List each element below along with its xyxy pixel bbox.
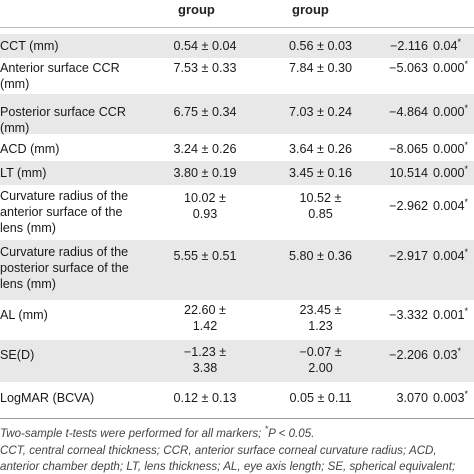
group1-value: 0.54 ± 0.04 (173, 39, 237, 53)
row-label: LT (mm) (0, 166, 47, 180)
p-value: 0.03* (433, 345, 462, 362)
header-divider (0, 27, 474, 28)
table-row: AL (mm) 22.60 ±1.42 23.45 ±1.23 −3.332 0… (0, 300, 474, 340)
group2-value: 23.45 ±1.23 (299, 303, 342, 333)
group2-value: −0.07 ±2.00 (299, 345, 342, 375)
table-row: Curvature radius of the posterior surface… (0, 240, 474, 300)
group2-value: 0.56 ± 0.03 (289, 39, 352, 53)
row-label: SE(D) (0, 348, 35, 362)
p-value: 0.000* (433, 102, 469, 119)
table-row: SE(D) −1.23 ±3.38 −0.07 ±2.00 −2.206 0.0… (0, 340, 474, 382)
t-value: −2.206 (389, 348, 428, 362)
group1-value: 3.80 ± 0.19 (173, 166, 237, 180)
group1-value: 10.02 ±0.93 (184, 191, 226, 221)
group2-value: 5.80 ± 0.36 (289, 249, 352, 263)
group2-value: 10.52 ±0.85 (299, 191, 342, 221)
group2-value: 0.05 ± 0.11 (289, 391, 352, 405)
p-value: 0.000* (433, 58, 469, 75)
row-label: LogMAR (BCVA) (0, 391, 95, 405)
p-value: 0.04* (433, 36, 462, 53)
t-value: 10.514 (389, 166, 428, 180)
group1-value: 3.24 ± 0.26 (173, 142, 237, 156)
table-row: CCT (mm) 0.54 ± 0.04 0.56 ± 0.03 −2.116 … (0, 34, 474, 58)
group1-value: 6.75 ± 0.34 (173, 105, 237, 119)
header-group-1: group (178, 2, 215, 17)
table-row: ACD (mm) 3.24 ± 0.26 3.64 ± 0.26 −8.065 … (0, 137, 474, 161)
table-row: Curvature radius of the anterior surface … (0, 186, 474, 240)
row-label: AL (mm) (0, 308, 48, 322)
footnote-abbreviations: CCT, central corneal thickness; CCR, ant… (0, 444, 437, 457)
p-value: 0.000* (433, 139, 469, 156)
group2-value: 3.45 ± 0.16 (289, 166, 352, 180)
p-value: 0.004* (433, 246, 469, 263)
table-row: LT (mm) 3.80 ± 0.19 3.45 ± 0.16 10.514 0… (0, 161, 474, 185)
table-row: LogMAR (BCVA) 0.12 ± 0.13 0.05 ± 0.11 3.… (0, 384, 474, 412)
group1-value: 7.53 ± 0.33 (173, 61, 237, 75)
p-value: 0.004* (433, 196, 469, 213)
row-label: ACD (mm) (0, 142, 60, 156)
t-value: −2.116 (390, 39, 428, 53)
t-value: −4.864 (389, 105, 428, 119)
t-value: −2.917 (389, 249, 428, 263)
group1-value: 0.12 ± 0.13 (173, 391, 237, 405)
table-row: Posterior surface CCR (mm) 6.75 ± 0.34 7.… (0, 94, 474, 135)
footnote-divider (0, 418, 474, 419)
group1-value: 22.60 ±1.42 (184, 303, 226, 333)
t-value: 3.070 (396, 391, 428, 405)
t-value: −3.332 (389, 308, 428, 322)
row-label: Curvature radius of the anterior surface … (0, 189, 129, 235)
t-value: −2.962 (389, 199, 428, 213)
group2-value: 7.84 ± 0.30 (289, 61, 352, 75)
t-value: −8.065 (389, 142, 428, 156)
table-row: Anterior surface CCR (mm) 7.53 ± 0.33 7.8… (0, 58, 474, 94)
row-label: Posterior surface CCR (mm) (0, 105, 126, 135)
row-label: Curvature radius of the posterior surface… (0, 245, 129, 291)
group1-value: −1.23 ±3.38 (183, 345, 227, 375)
footnote-tests: Two-sample t-tests were performed for al… (0, 424, 315, 440)
group1-value: 5.55 ± 0.51 (173, 249, 237, 263)
group2-value: 3.64 ± 0.26 (289, 142, 352, 156)
p-value: 0.001* (433, 305, 469, 322)
group2-value: 7.03 ± 0.24 (289, 105, 352, 119)
p-value: 0.003* (433, 388, 469, 405)
footnote-abbreviations-cont: anterior chamber depth; LT, lens thickne… (0, 460, 456, 473)
p-value: 0.000* (433, 163, 469, 180)
t-value: −5.063 (389, 61, 428, 75)
row-label: CCT (mm) (0, 39, 59, 53)
header-group-2: group (292, 2, 329, 17)
row-label: Anterior surface CCR (mm) (0, 61, 120, 91)
